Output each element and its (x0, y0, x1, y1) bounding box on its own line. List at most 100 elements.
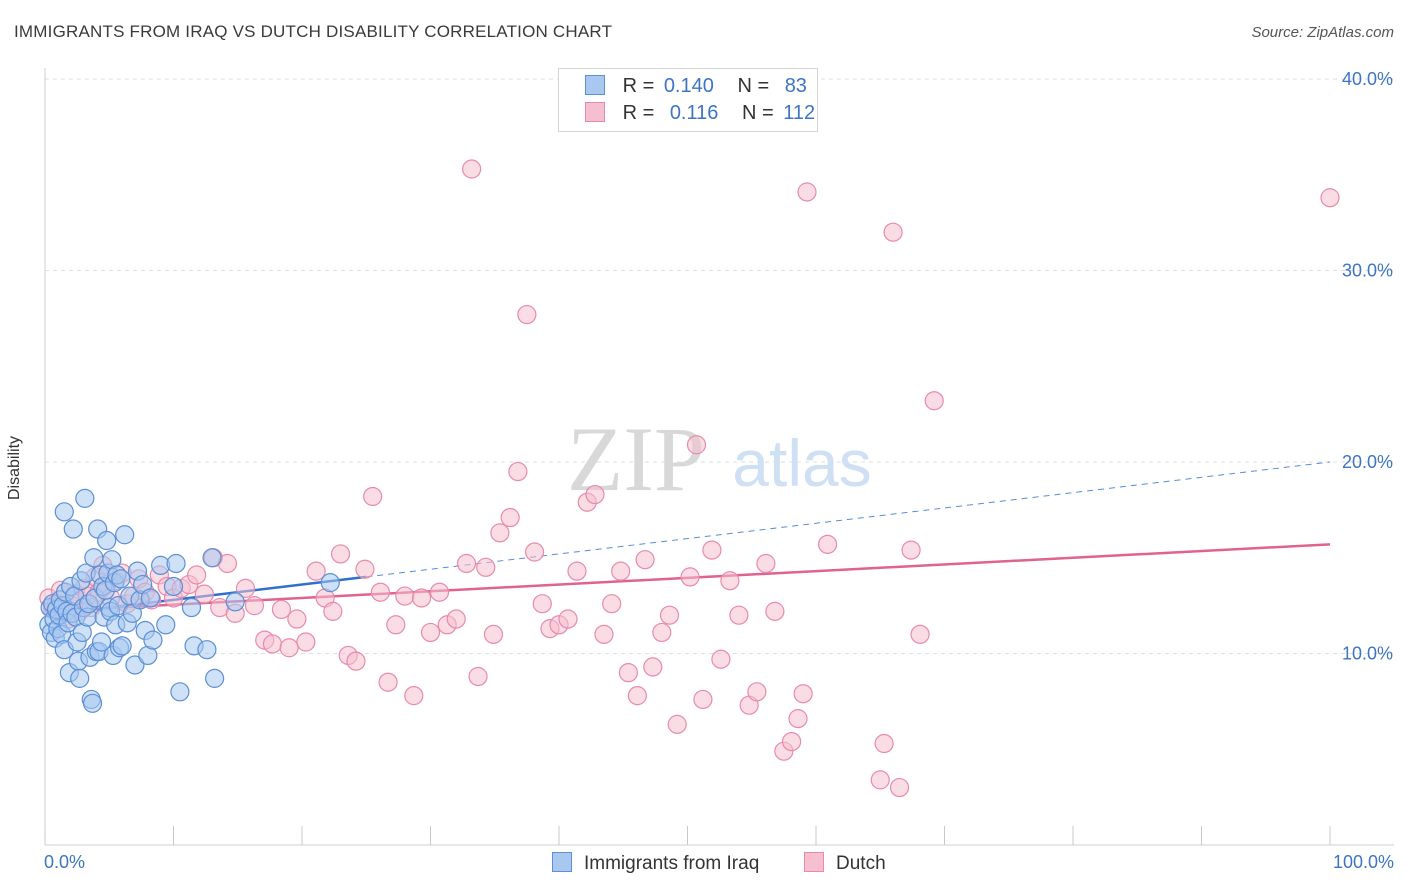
iraq-point (82, 693, 103, 713)
dutch-point (567, 561, 587, 581)
dutch-point (729, 605, 749, 625)
y-tick-label-20: 20.0% (1342, 452, 1393, 472)
iraq-point (202, 548, 222, 568)
dutch-point (411, 588, 432, 608)
dutch-point (462, 159, 482, 179)
dutch-point (386, 615, 406, 635)
dutch-point (296, 632, 316, 652)
iraq-point (111, 569, 131, 589)
dutch-point (686, 435, 707, 455)
dutch-point (395, 586, 415, 606)
dutch-point (517, 304, 537, 325)
bottom-legend-dutch: Dutch (804, 852, 886, 875)
iraq-point (166, 553, 186, 574)
iraq-point (75, 488, 95, 508)
legend-n-label: N = (737, 75, 770, 97)
watermark-atlas: atlas (732, 426, 871, 500)
trendline-iraq-extension (366, 461, 1331, 578)
dutch-point (788, 709, 808, 729)
dutch-point (585, 484, 605, 505)
bottom-legend-swatch-iraq (552, 852, 572, 872)
correlation-legend: R = 0.140 N = 83 R = 0.116 N = 112 (558, 68, 818, 132)
dutch-point (404, 686, 424, 706)
iraq-point (125, 655, 145, 675)
y-tick-label-10: 10.0% (1342, 644, 1393, 664)
dutch-point (468, 666, 488, 687)
iraq-point (70, 668, 90, 688)
y-tick-label-40: 40.0% (1342, 69, 1393, 89)
legend-swatch-iraq (585, 75, 605, 95)
dutch-point (476, 557, 496, 577)
dutch-point (711, 649, 731, 669)
dutch-point (765, 601, 785, 621)
x-tick-label-max: 100.0% (1332, 852, 1394, 872)
dutch-point (594, 624, 614, 644)
chart-title: IMMIGRANTS FROM IRAQ VS DUTCH DISABILITY… (14, 22, 613, 41)
dutch-point (420, 622, 441, 643)
legend-row-dutch: R = 0.116 N = 112 (585, 102, 815, 128)
legend-r-label: R = (622, 75, 655, 97)
iraq-points (39, 488, 340, 713)
iraq-point (181, 597, 202, 618)
dutch-point (793, 684, 813, 704)
bottom-legend-label-dutch: Dutch (836, 853, 886, 874)
dutch-point (702, 540, 722, 560)
dutch-point (558, 609, 578, 629)
bottom-legend-swatch-dutch (804, 852, 824, 872)
dutch-point (532, 594, 552, 614)
iraq-point (91, 632, 112, 652)
dutch-point (323, 601, 343, 621)
dutch-point (756, 553, 776, 574)
iraq-point (225, 592, 245, 612)
dutch-point (747, 682, 767, 702)
watermark: ZIP atlas (567, 408, 872, 510)
dutch-point (187, 565, 207, 585)
dutch-point (720, 571, 740, 591)
dutch-point (901, 540, 921, 560)
dutch-point (490, 523, 510, 543)
iraq-point (205, 668, 225, 688)
legend-row-iraq: R = 0.140 N = 83 (585, 75, 807, 101)
dutch-point (874, 733, 894, 754)
dutch-point (483, 624, 504, 644)
dutch-point (378, 672, 398, 692)
dutch-point (659, 605, 680, 625)
y-tick-labels: 10.0% 20.0% 30.0% 40.0% (1342, 69, 1393, 664)
dutch-point (524, 542, 545, 562)
dutch-point (1320, 188, 1340, 208)
legend-r-value: 0.140 (663, 75, 714, 97)
dutch-point (500, 507, 520, 528)
legend-n-value: 83 (784, 75, 807, 97)
dutch-point (330, 544, 351, 564)
dutch-point (910, 624, 930, 644)
iraq-point (320, 573, 340, 593)
dutch-point (627, 686, 647, 706)
legend-n-label: N = (741, 102, 774, 124)
dutch-point (355, 559, 375, 579)
legend-r-label: R = (622, 102, 655, 124)
source-label: Source: ZipAtlas.com (1251, 24, 1394, 41)
bottom-legend-iraq: Immigrants from Iraq (552, 852, 759, 875)
dutch-point (306, 561, 326, 581)
dutch-point (602, 594, 622, 614)
dutch-point (652, 622, 672, 643)
dutch-point (797, 182, 817, 202)
dutch-point (346, 651, 366, 671)
dutch-point (508, 461, 528, 482)
legend-swatch-dutch (585, 102, 605, 122)
dutch-point (635, 550, 655, 570)
dutch-point (667, 714, 687, 734)
iraq-point (84, 548, 104, 568)
dutch-point (262, 634, 283, 654)
iraq-point (163, 576, 184, 597)
dutch-point (363, 486, 383, 507)
grid-lines (45, 78, 1394, 654)
dutch-point (244, 596, 265, 616)
iraq-point (97, 530, 117, 551)
iraq-point (143, 630, 163, 650)
y-tick-label-30: 30.0% (1342, 261, 1393, 281)
dutch-point (817, 534, 838, 554)
y-axis-label: Disability (6, 435, 23, 500)
dutch-point (194, 584, 214, 604)
